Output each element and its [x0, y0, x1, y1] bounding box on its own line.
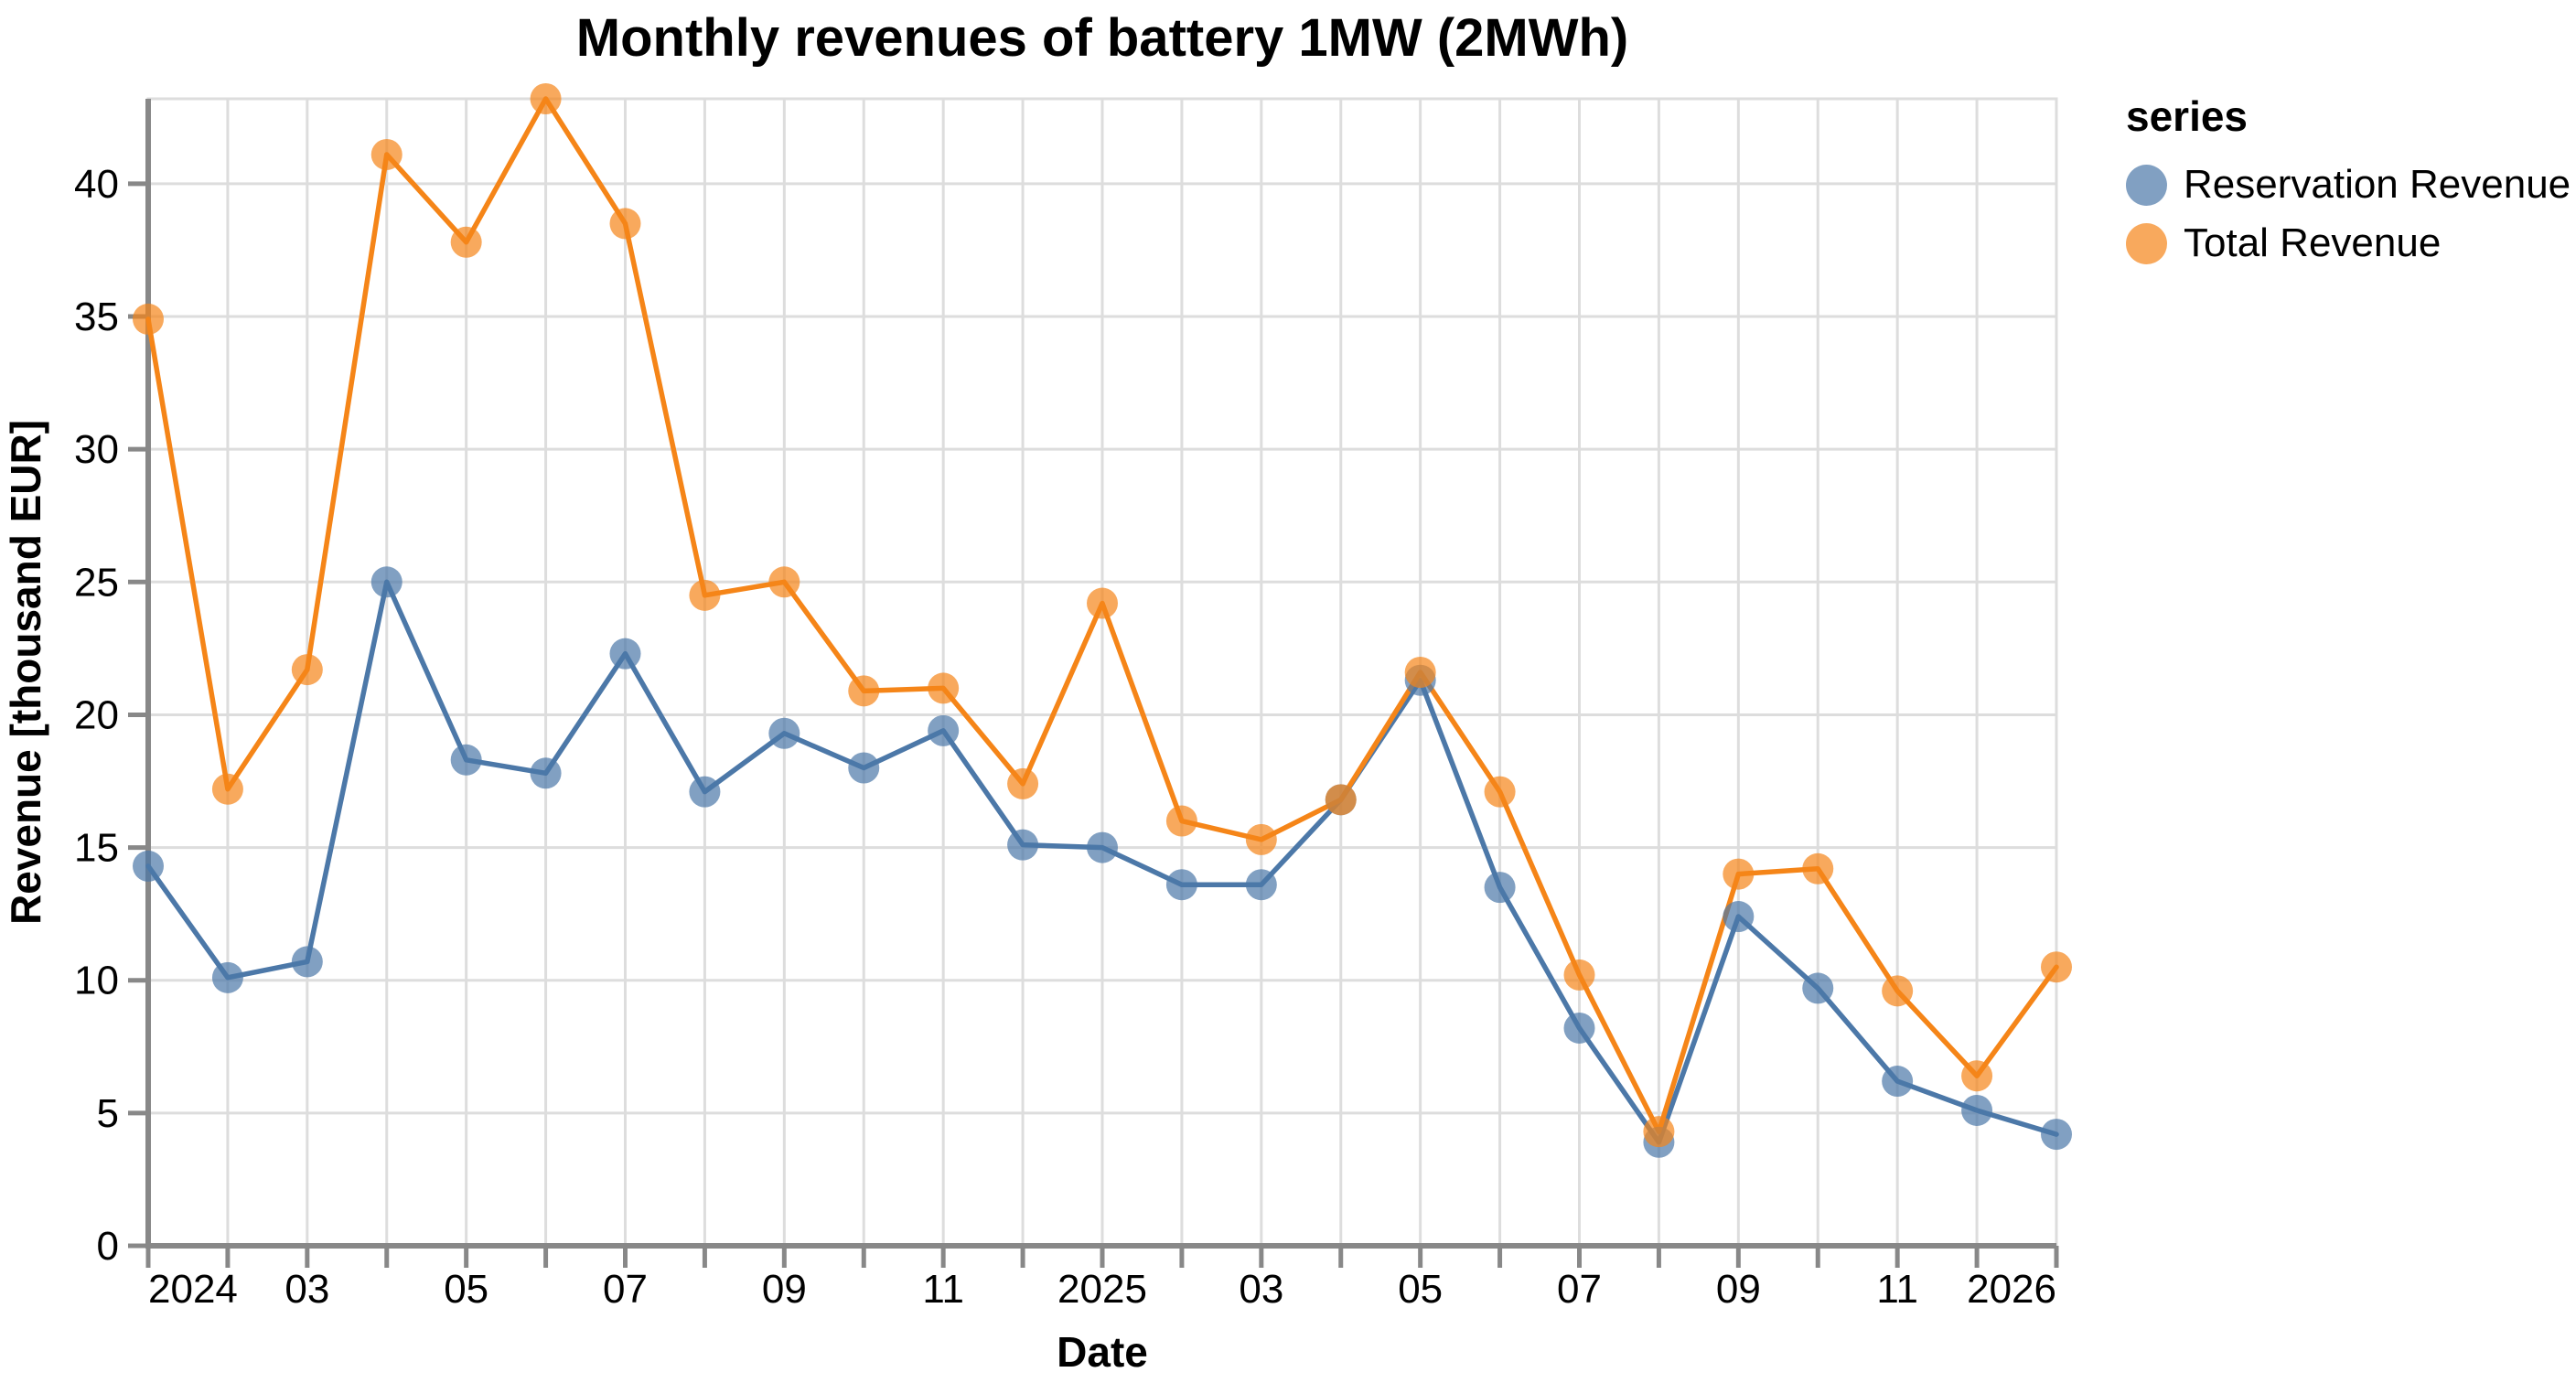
legend-label-total-revenue: Total Revenue	[2184, 220, 2442, 265]
svg-text:03: 03	[284, 1267, 329, 1312]
reservation-revenue-swatch-icon	[2126, 164, 2167, 206]
svg-text:2026: 2026	[1967, 1267, 2056, 1312]
svg-text:03: 03	[1239, 1267, 1283, 1312]
svg-text:35: 35	[74, 295, 119, 339]
svg-text:2025: 2025	[1057, 1267, 1147, 1312]
legend: series Reservation Revenue Total Revenue	[2126, 91, 2571, 273]
svg-text:09: 09	[762, 1267, 807, 1312]
y-axis-title: Revenue [thousand EUR]	[2, 420, 49, 925]
svg-text:07: 07	[1557, 1267, 1602, 1312]
svg-text:09: 09	[1716, 1267, 1761, 1312]
legend-item-reservation-revenue: Reservation Revenue	[2126, 155, 2571, 214]
svg-text:07: 07	[603, 1267, 648, 1312]
svg-text:40: 40	[74, 162, 119, 207]
svg-text:05: 05	[1398, 1267, 1443, 1312]
svg-text:25: 25	[74, 560, 119, 605]
svg-text:10: 10	[74, 959, 119, 1003]
svg-text:30: 30	[74, 427, 119, 472]
svg-text:11: 11	[1876, 1267, 1918, 1312]
svg-text:11: 11	[922, 1267, 964, 1312]
gridlines	[146, 97, 2058, 1248]
legend-label-reservation-revenue: Reservation Revenue	[2184, 162, 2571, 207]
legend-title: series	[2126, 92, 2249, 140]
legend-item-total-revenue: Total Revenue	[2126, 214, 2571, 273]
chart-title: Monthly revenues of battery 1MW (2MWh)	[575, 8, 1629, 68]
svg-text:05: 05	[444, 1267, 488, 1312]
total-revenue-swatch-icon	[2126, 222, 2167, 264]
svg-text:20: 20	[74, 692, 119, 737]
svg-text:0: 0	[97, 1224, 119, 1269]
data-series	[133, 83, 2072, 1158]
svg-text:5: 5	[97, 1091, 119, 1136]
svg-text:15: 15	[74, 826, 119, 871]
svg-text:2024: 2024	[148, 1267, 238, 1312]
x-axis-title: Date	[1057, 1328, 1148, 1376]
